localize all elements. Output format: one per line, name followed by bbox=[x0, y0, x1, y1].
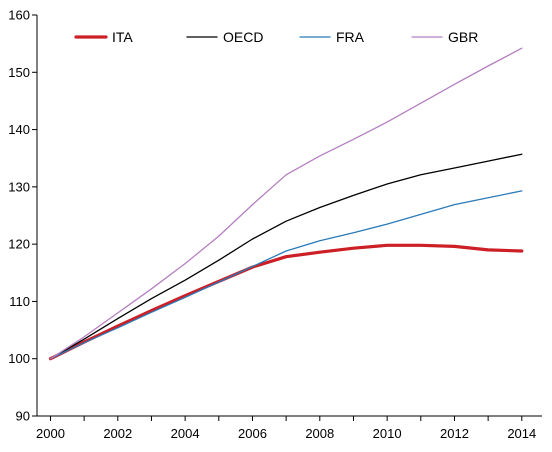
y-tick-label: 160 bbox=[8, 8, 30, 23]
legend-label-ita: ITA bbox=[112, 29, 133, 45]
series-line-ita bbox=[48, 243, 524, 361]
y-tick-label: 130 bbox=[8, 179, 30, 194]
y-tick-label: 150 bbox=[8, 65, 30, 80]
x-tick-label: 2004 bbox=[171, 426, 200, 441]
y-tick-label: 110 bbox=[9, 294, 30, 309]
x-tick-label: 2014 bbox=[507, 426, 536, 441]
series-line-fra bbox=[49, 190, 523, 360]
legend-label-gbr: GBR bbox=[448, 29, 478, 45]
y-axis: 90 100 110 120 130 140 150 160 bbox=[8, 8, 37, 424]
y-tick-label: 120 bbox=[8, 237, 30, 252]
series-line-oecd bbox=[49, 153, 523, 360]
x-axis: 2000 2002 2004 2006 2008 2010 2012 2014 bbox=[36, 416, 536, 441]
y-tick-label: 100 bbox=[8, 351, 30, 366]
x-tick-label: 2006 bbox=[238, 426, 267, 441]
plot-frame bbox=[36, 15, 542, 417]
legend-label-oecd: OECD bbox=[223, 29, 263, 45]
legend-label-fra: FRA bbox=[336, 29, 365, 45]
series-line-gbr bbox=[49, 47, 523, 360]
series-lines bbox=[48, 47, 524, 361]
x-tick-label: 2010 bbox=[373, 426, 402, 441]
x-tick-label: 2002 bbox=[103, 426, 132, 441]
y-tick-label: 140 bbox=[8, 122, 30, 137]
x-tick-label: 2008 bbox=[305, 426, 334, 441]
y-tick-label: 90 bbox=[16, 409, 30, 424]
legend: ITA OECD FRA GBR bbox=[74, 29, 478, 45]
x-tick-label: 2000 bbox=[36, 426, 65, 441]
x-tick-label: 2012 bbox=[440, 426, 469, 441]
